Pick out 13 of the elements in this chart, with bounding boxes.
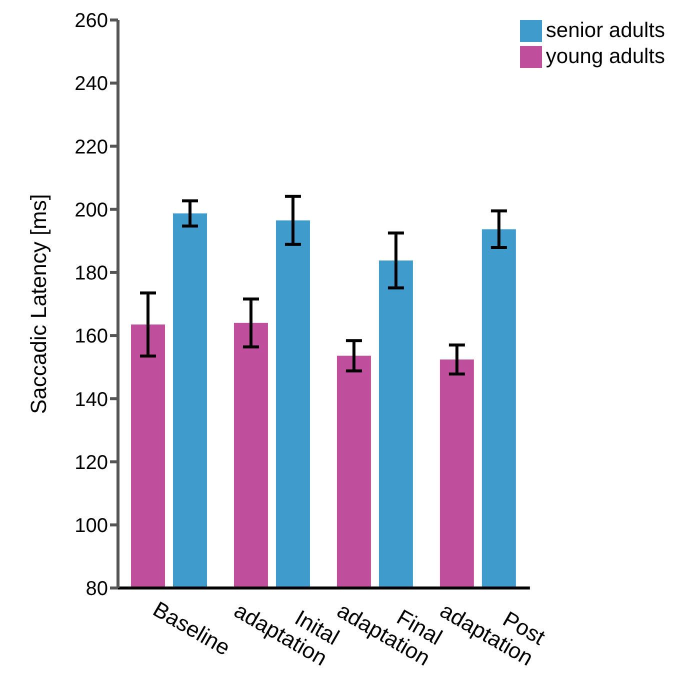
y-tick-label: 140 [74, 388, 108, 411]
legend-label: senior adults [546, 19, 665, 42]
y-axis-title: Saccadic Latency [ms] [26, 194, 51, 414]
y-tick-label: 200 [74, 199, 108, 222]
y-tick-label: 120 [74, 452, 108, 474]
y-tick-label: 160 [74, 326, 108, 348]
y-tick-label: 220 [74, 136, 108, 158]
y-tick-label: 100 [74, 514, 108, 537]
y-tick-label: 240 [74, 73, 108, 96]
y-tick-label: 260 [74, 10, 108, 32]
y-tick-label: 80 [86, 578, 108, 600]
y-tick-label: 180 [74, 262, 108, 285]
legend-label: young adults [546, 45, 665, 68]
